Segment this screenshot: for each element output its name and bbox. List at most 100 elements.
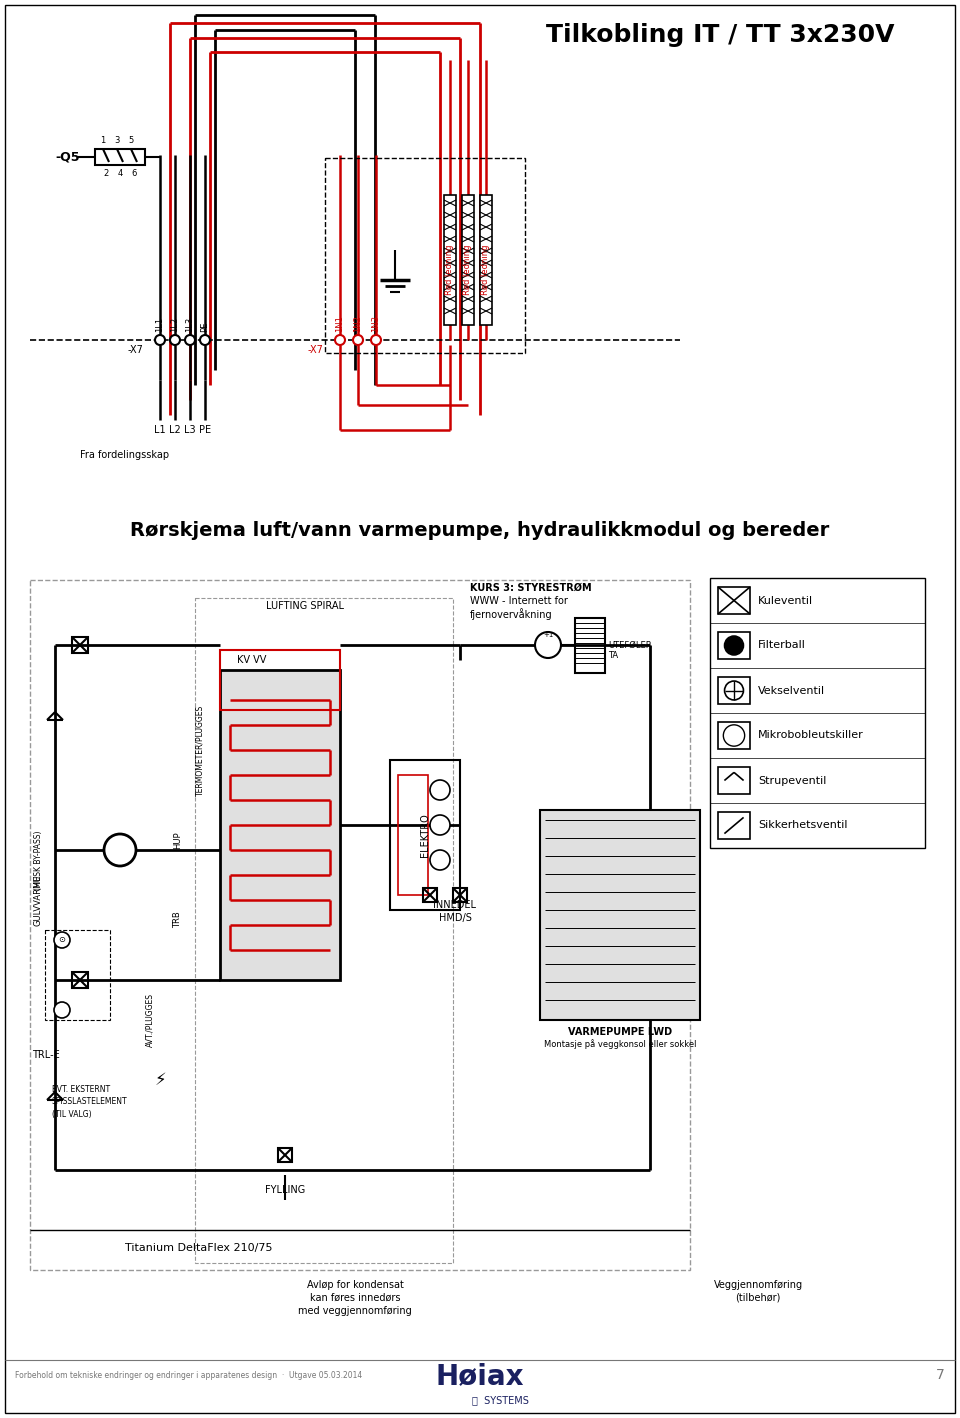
Text: Rød ledning: Rød ledning xyxy=(445,245,454,295)
Text: Kuleventil: Kuleventil xyxy=(758,596,813,605)
Text: TRL-E: TRL-E xyxy=(32,1049,60,1061)
Text: 1: 1 xyxy=(101,136,106,145)
Bar xyxy=(718,587,750,614)
Text: (tilbehør): (tilbehør) xyxy=(735,1293,780,1303)
Bar xyxy=(45,930,110,1020)
Text: INNEDEL: INNEDEL xyxy=(434,900,476,910)
Text: med veggjennomføring: med veggjennomføring xyxy=(299,1306,412,1316)
Text: ELEKTRO: ELEKTRO xyxy=(420,813,430,856)
Text: ⊙: ⊙ xyxy=(59,936,65,944)
Bar xyxy=(718,632,750,659)
Bar xyxy=(390,760,460,910)
Bar xyxy=(480,196,492,325)
Bar xyxy=(575,618,605,674)
Text: HMD/S: HMD/S xyxy=(439,913,471,923)
Text: 6: 6 xyxy=(132,169,136,179)
Bar xyxy=(325,157,525,353)
Bar xyxy=(453,888,467,902)
Circle shape xyxy=(54,1003,70,1018)
Text: WWW - Internett for: WWW - Internett for xyxy=(470,596,568,605)
Text: kan føres innedørs: kan føres innedørs xyxy=(310,1293,400,1303)
Text: PE: PE xyxy=(201,322,209,332)
Text: (HUSK BY-PASS): (HUSK BY-PASS) xyxy=(34,831,42,889)
Text: L1: L1 xyxy=(155,425,166,435)
Circle shape xyxy=(430,815,450,835)
Circle shape xyxy=(430,780,450,800)
Text: Rød ledning: Rød ledning xyxy=(464,245,472,295)
Text: LUFTING SPIRAL: LUFTING SPIRAL xyxy=(266,601,344,611)
Text: TA: TA xyxy=(608,651,618,659)
Text: Strupeventil: Strupeventil xyxy=(758,776,827,786)
Text: 1N2: 1N2 xyxy=(353,315,363,332)
Text: Titanium DeltaFlex 210/75: Titanium DeltaFlex 210/75 xyxy=(125,1244,273,1254)
Text: SPISSLASTELEMENT: SPISSLASTELEMENT xyxy=(52,1098,128,1106)
Text: -X7: -X7 xyxy=(128,345,144,354)
Text: L3: L3 xyxy=(184,425,196,435)
Text: Tilkobling IT / TT 3x230V: Tilkobling IT / TT 3x230V xyxy=(545,23,895,47)
Circle shape xyxy=(353,335,363,345)
Circle shape xyxy=(185,335,195,345)
Text: Veggjennomføring: Veggjennomføring xyxy=(713,1280,803,1290)
Bar xyxy=(540,810,700,1020)
Text: 3: 3 xyxy=(114,136,120,145)
Bar xyxy=(220,649,340,710)
Text: Sikkerhetsventil: Sikkerhetsventil xyxy=(758,821,848,831)
Bar xyxy=(718,767,750,794)
Text: Montasje på veggkonsol eller sokkel: Montasje på veggkonsol eller sokkel xyxy=(543,1039,696,1049)
Bar xyxy=(718,722,750,749)
Bar xyxy=(195,598,453,1263)
Bar xyxy=(718,813,750,839)
Text: fjernovervåkning: fjernovervåkning xyxy=(470,608,553,620)
Text: TERMOMETER/PLUGGES: TERMOMETER/PLUGGES xyxy=(196,705,204,795)
Text: TRB: TRB xyxy=(174,912,182,929)
Bar xyxy=(710,579,925,848)
Circle shape xyxy=(155,335,165,345)
Bar xyxy=(72,971,88,988)
Bar xyxy=(398,776,428,895)
Text: VARMEPUMPE LWD: VARMEPUMPE LWD xyxy=(568,1027,672,1037)
Text: Mikrobobleutskiller: Mikrobobleutskiller xyxy=(758,730,864,740)
Text: UTEFØLER: UTEFØLER xyxy=(608,641,652,649)
Bar xyxy=(462,196,474,325)
Bar xyxy=(30,580,690,1271)
Text: 1L3: 1L3 xyxy=(185,316,195,332)
Text: Ⓞ  SYSTEMS: Ⓞ SYSTEMS xyxy=(471,1395,528,1405)
Circle shape xyxy=(170,335,180,345)
Text: Avløp for kondensat: Avløp for kondensat xyxy=(306,1280,403,1290)
Text: Filterball: Filterball xyxy=(758,641,805,651)
Circle shape xyxy=(54,932,70,949)
Text: Forbehold om tekniske endringer og endringer i apparatenes design  ·  Utgave 05.: Forbehold om tekniske endringer og endri… xyxy=(15,1371,362,1380)
Text: (TIL VALG): (TIL VALG) xyxy=(52,1109,91,1119)
Text: KURS 3: STYRESTRØM: KURS 3: STYRESTRØM xyxy=(470,583,591,593)
Text: Vekselventil: Vekselventil xyxy=(758,685,826,695)
Text: Høiax: Høiax xyxy=(436,1363,524,1390)
Text: PE: PE xyxy=(199,425,211,435)
Text: 5: 5 xyxy=(129,136,133,145)
Text: 4: 4 xyxy=(117,169,123,179)
Bar xyxy=(423,888,437,902)
Bar xyxy=(72,637,88,654)
Text: AVT./PLUGGES: AVT./PLUGGES xyxy=(146,993,155,1046)
Text: HUP: HUP xyxy=(174,831,182,849)
Bar xyxy=(220,669,340,980)
Circle shape xyxy=(535,632,561,658)
Text: 1N1: 1N1 xyxy=(335,315,345,332)
Bar xyxy=(718,676,750,703)
Bar xyxy=(95,149,145,164)
Text: Rød ledning: Rød ledning xyxy=(482,245,491,295)
Bar xyxy=(278,1149,292,1161)
Circle shape xyxy=(200,335,210,345)
Text: Fra fordelingsskap: Fra fordelingsskap xyxy=(80,450,169,459)
Text: 1L2: 1L2 xyxy=(171,316,180,332)
Text: L2: L2 xyxy=(169,425,180,435)
Text: GULVVARME: GULVVARME xyxy=(34,875,42,926)
Bar xyxy=(444,196,456,325)
Text: 1L1: 1L1 xyxy=(156,316,164,332)
Text: KV VV: KV VV xyxy=(237,655,266,665)
Circle shape xyxy=(371,335,381,345)
Circle shape xyxy=(335,335,345,345)
Text: FYLLING: FYLLING xyxy=(265,1185,305,1195)
Text: -Q5: -Q5 xyxy=(55,150,80,163)
Text: 2: 2 xyxy=(104,169,108,179)
Circle shape xyxy=(104,834,136,866)
